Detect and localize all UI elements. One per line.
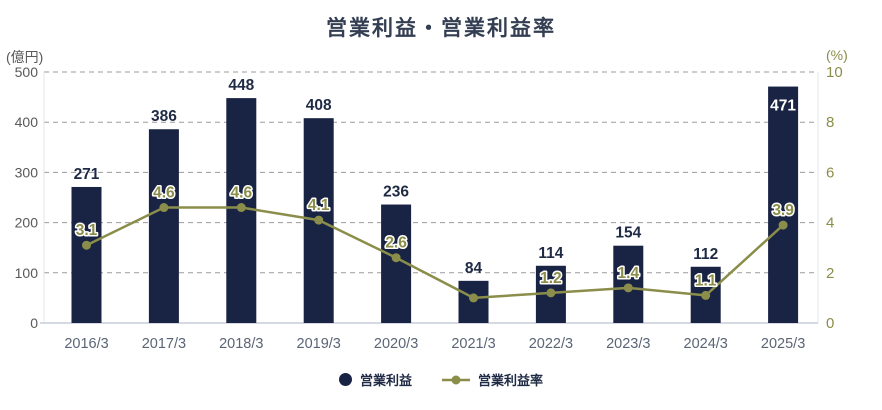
svg-text:0: 0 [30, 315, 38, 331]
line-path [85, 206, 784, 300]
svg-text:1.2: 1.2 [540, 270, 562, 287]
svg-text:2021/3: 2021/3 [451, 336, 495, 352]
bar-2017/3 [148, 129, 179, 323]
svg-text:1.4: 1.4 [618, 265, 640, 282]
svg-text:2022/3: 2022/3 [529, 336, 573, 352]
line-point-2018/3 [236, 203, 246, 213]
svg-text:500: 500 [15, 64, 39, 80]
bar-value-labels: 271 386 448 408 236 84 114 154 112 471 [74, 77, 797, 277]
svg-text:3.1: 3.1 [76, 222, 98, 239]
line-point-2025/3 [778, 220, 788, 230]
legend: 営業利益 営業利益率 [0, 370, 882, 389]
svg-text:2016/3: 2016/3 [64, 336, 108, 352]
line-point-2023/3 [623, 283, 633, 293]
svg-text:84: 84 [465, 260, 483, 277]
left-axis-ticks: 0 100 200 300 400 500 [15, 64, 39, 331]
svg-text:400: 400 [15, 114, 39, 130]
svg-text:114: 114 [538, 245, 563, 262]
svg-text:408: 408 [306, 97, 332, 114]
bar-2016/3 [71, 186, 102, 323]
legend-label-operating-margin: 営業利益率 [478, 373, 544, 388]
x-axis-labels: 2016/3 2017/3 2018/3 2019/3 2020/3 2021/3 2022… [64, 336, 805, 352]
line-point-2019/3 [314, 215, 324, 225]
legend-item-operating-margin: 営業利益率 [442, 370, 543, 389]
line-point-2022/3 [546, 288, 556, 298]
line-series-marker-icon [442, 374, 470, 386]
svg-text:4.6: 4.6 [153, 185, 175, 202]
svg-text:3.9: 3.9 [772, 202, 794, 219]
chart-title: 営業利益・営業利益率 [326, 17, 556, 40]
legend-label-operating-income: 営業利益 [359, 373, 412, 388]
svg-text:112: 112 [693, 246, 718, 263]
svg-text:2.6: 2.6 [385, 235, 407, 252]
svg-text:2023/3: 2023/3 [606, 336, 650, 352]
bar-series-marker-icon [338, 373, 352, 386]
line-point-labels: 3.1 4.6 4.6 4.1 2.6 1.2 1.4 1.1 3.9 [74, 183, 796, 291]
right-axis-ticks: 0 2 4 6 8 10 [826, 64, 843, 332]
svg-text:4: 4 [826, 215, 834, 232]
svg-text:0: 0 [826, 315, 834, 332]
svg-text:2024/3: 2024/3 [684, 336, 728, 352]
line-point-2016/3 [82, 240, 91, 250]
svg-text:300: 300 [15, 164, 39, 180]
svg-text:271: 271 [74, 166, 100, 183]
svg-text:386: 386 [151, 108, 177, 125]
line-point-2020/3 [391, 253, 401, 263]
svg-text:6: 6 [826, 164, 834, 181]
right-axis-unit-label: (%) [826, 47, 848, 63]
svg-text:2018/3: 2018/3 [219, 336, 263, 352]
svg-text:448: 448 [228, 77, 254, 94]
svg-text:2025/3: 2025/3 [761, 336, 805, 352]
legend-item-operating-income: 営業利益 [338, 370, 412, 389]
bar-2025/3 [768, 86, 799, 323]
svg-text:154: 154 [615, 225, 641, 242]
line-point-2017/3 [159, 203, 169, 213]
line-point-2021/3 [469, 293, 478, 303]
svg-text:236: 236 [383, 184, 409, 201]
svg-text:10: 10 [826, 64, 843, 81]
svg-text:2019/3: 2019/3 [297, 336, 341, 352]
svg-text:2020/3: 2020/3 [374, 336, 418, 352]
svg-text:1.1: 1.1 [695, 272, 717, 289]
svg-text:471: 471 [770, 98, 796, 115]
svg-text:2017/3: 2017/3 [142, 336, 186, 352]
line-series [82, 203, 788, 303]
svg-text:4.1: 4.1 [308, 197, 330, 214]
svg-text:4.6: 4.6 [231, 185, 253, 202]
line-point-2024/3 [701, 290, 711, 300]
svg-text:2: 2 [826, 265, 834, 282]
svg-text:8: 8 [826, 114, 834, 131]
svg-text:200: 200 [15, 215, 39, 231]
svg-text:100: 100 [15, 265, 39, 281]
left-axis-unit-label: (億円) [6, 49, 44, 65]
